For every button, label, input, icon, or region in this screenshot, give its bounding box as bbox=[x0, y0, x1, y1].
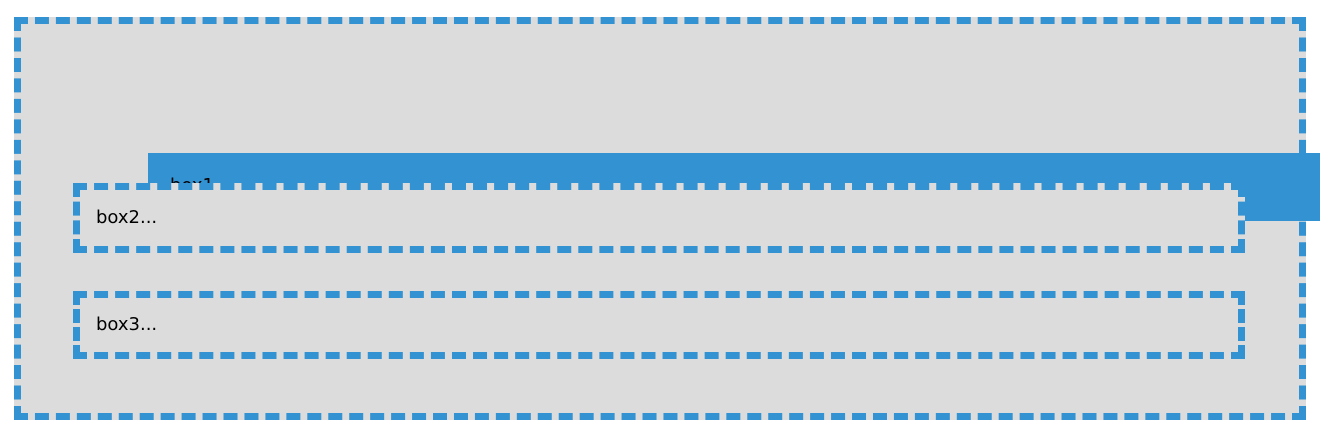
box3-label: box3... bbox=[96, 314, 158, 335]
box2-label: box2... bbox=[96, 207, 158, 228]
box2: box2... bbox=[73, 183, 1245, 253]
box3: box3... bbox=[73, 291, 1245, 359]
